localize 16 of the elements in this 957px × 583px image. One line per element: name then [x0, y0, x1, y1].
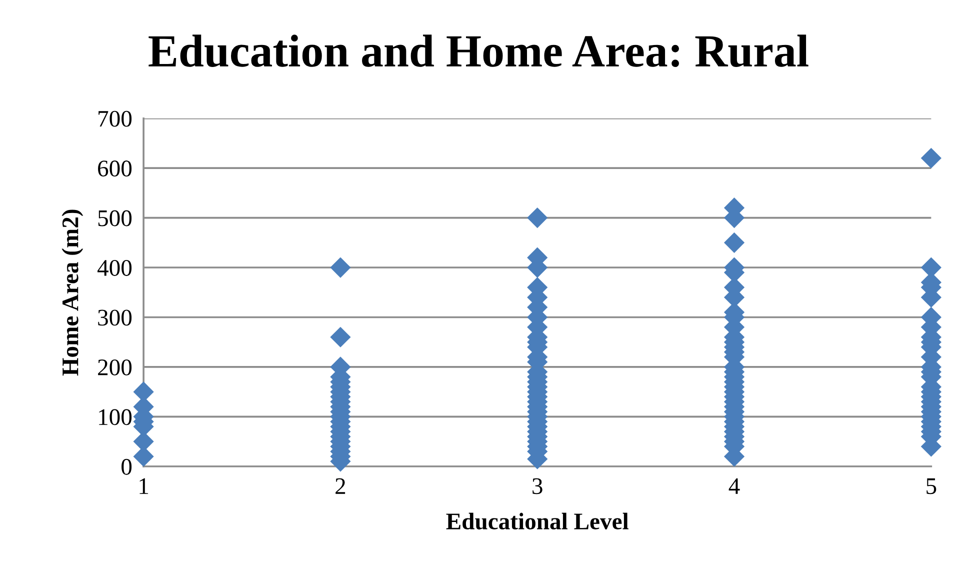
y-tick-label: 500	[98, 210, 132, 226]
y-tick-label: 100	[99, 409, 132, 426]
y-tick-label: 600	[98, 160, 132, 176]
x-tick-label: 4	[728, 478, 740, 494]
x-axis-title: Educational Level	[446, 512, 628, 530]
x-tick-label: 5	[926, 478, 936, 494]
y-tick-label: 200	[98, 359, 132, 376]
y-tick-label: 0	[122, 458, 132, 475]
x-tick-label: 1	[140, 478, 148, 494]
y-tick-label: 400	[97, 260, 132, 276]
x-tick-label: 2	[336, 478, 346, 494]
y-axis-title: Home Area (m2)	[62, 210, 84, 376]
chart-title: Education and Home Area: Rural	[148, 34, 808, 68]
x-tick-label: 3	[532, 478, 542, 494]
y-tick-label: 700	[98, 110, 132, 127]
y-tick-label: 300	[98, 310, 132, 326]
